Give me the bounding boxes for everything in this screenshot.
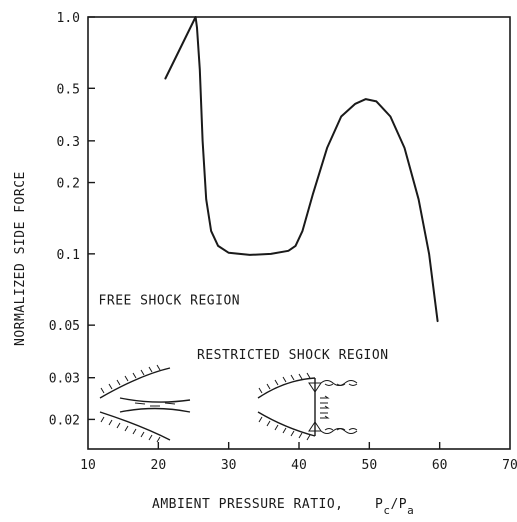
y-tick-label: 0.05 <box>49 319 80 334</box>
plot-frame <box>87 16 511 450</box>
y-tick-label: 0.5 <box>57 82 80 97</box>
x-tick-label: 70 <box>502 458 517 473</box>
x-axis-symbol: Pc/Pa <box>375 497 414 517</box>
x-tick-label: 10 <box>80 458 96 473</box>
y-tick-label: 0.03 <box>49 372 80 387</box>
y-tick-label: 0.1 <box>57 248 80 263</box>
x-tick-label: 40 <box>291 458 307 473</box>
y-axis-ticks: 1.0 0.5 0.3 0.2 0.1 0.05 0.03 0.02 <box>49 11 95 428</box>
side-force-curve <box>164 16 439 323</box>
y-tick-label: 0.2 <box>57 177 80 192</box>
y-axis-title: NORMALIZED SIDE FORCE <box>13 171 28 346</box>
x-axis-ticks: 10 20 30 40 50 60 70 <box>80 442 517 473</box>
free-shock-region-label: FREE SHOCK REGION <box>99 294 241 309</box>
x-tick-label: 50 <box>362 458 378 473</box>
restricted-shock-region-label: RESTRICTED SHOCK REGION <box>197 348 389 363</box>
y-tick-label: 1.0 <box>57 11 80 26</box>
x-tick-label: 30 <box>221 458 237 473</box>
x-axis-title: AMBIENT PRESSURE RATIO, <box>152 497 344 512</box>
x-tick-label: 60 <box>432 458 448 473</box>
free-shock-nozzle-sketch <box>99 364 191 443</box>
restricted-shock-nozzle-sketch <box>257 372 358 441</box>
y-tick-label: 0.02 <box>49 413 80 428</box>
y-tick-label: 0.3 <box>57 135 80 150</box>
x-tick-label: 20 <box>151 458 167 473</box>
